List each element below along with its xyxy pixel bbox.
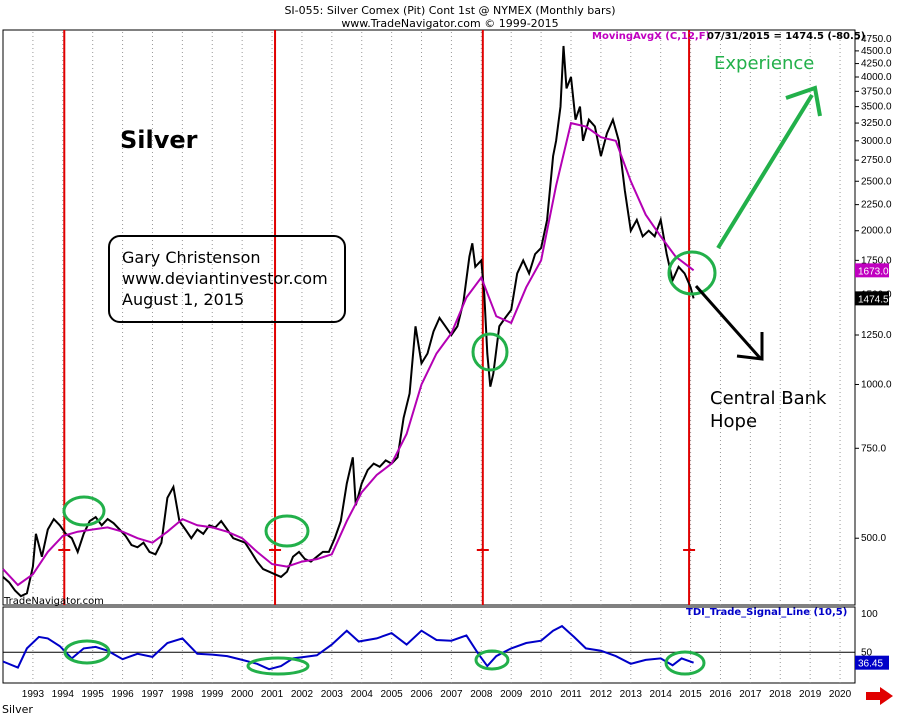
- highlight-circle: [664, 650, 706, 676]
- price-tick-label: 1250.0: [861, 330, 892, 341]
- price-tick-label: 2250.0: [861, 200, 892, 211]
- indicator-badge-label: 36.45: [858, 659, 883, 670]
- credit-box: Gary Christenson www.deviantinvestor.com…: [108, 235, 346, 323]
- indicator-tick-label: 100: [861, 609, 878, 620]
- chart-subtitle: www.TradeNavigator.com © 1999-2015: [341, 17, 559, 30]
- chart-title: SI-055: Silver Comex (Pit) Cont 1st @ NY…: [284, 4, 616, 17]
- credit-date: August 1, 2015: [122, 290, 245, 309]
- price-tick-label: 1750.0: [861, 255, 892, 266]
- cycle-lines: [58, 30, 696, 605]
- price-tick-label: 2000.0: [861, 226, 892, 237]
- highlight-circle: [264, 514, 310, 548]
- indicator-badge: [855, 655, 889, 670]
- year-tick-label: 1995: [82, 689, 105, 700]
- central-bank-line2: Hope: [710, 411, 758, 432]
- last-value-label: 07/31/2015 = 1474.5 (-80.5): [707, 31, 866, 42]
- price-badge: [855, 291, 889, 306]
- price-tick-label: 4250.0: [861, 59, 892, 70]
- price-tick-label: 3500.0: [861, 102, 892, 113]
- experience-label: Experience: [714, 53, 815, 74]
- year-tick-label: 1993: [22, 689, 45, 700]
- price-tick-label: 3000.0: [861, 136, 892, 147]
- year-tick-label: 1994: [52, 689, 75, 700]
- credit-name: Gary Christenson: [122, 248, 261, 267]
- year-tick-label: 2015: [679, 689, 702, 700]
- series-lines: [2, 45, 695, 598]
- year-tick-label: 2012: [590, 689, 613, 700]
- year-tick-label: 2018: [769, 689, 792, 700]
- price-tick-label: 2750.0: [861, 155, 892, 166]
- big-title: Silver: [120, 126, 198, 154]
- year-tick-label: 2002: [291, 689, 314, 700]
- year-tick-label: 2006: [410, 689, 433, 700]
- year-axis: 1993 1994 1995 1996 1997 1998 1999 2000 2001 2002…: [22, 689, 852, 700]
- experience-arrowhead: [785, 85, 822, 117]
- year-tick-label: 2017: [739, 689, 762, 700]
- price-tick-label: 500.0: [861, 533, 886, 544]
- year-tick-label: 2009: [500, 689, 523, 700]
- price-tick-label: 2500.0: [861, 176, 892, 187]
- year-tick-label: 1998: [171, 689, 194, 700]
- price-badge: [855, 263, 889, 278]
- year-tick-label: 1996: [111, 689, 134, 700]
- year-tick-label: 2005: [381, 689, 404, 700]
- central-bank-arrow: [694, 285, 762, 359]
- year-tick-label: 1999: [201, 689, 224, 700]
- highlight-circle: [63, 639, 111, 665]
- year-tick-label: 2001: [261, 689, 284, 700]
- year-tick-label: 2016: [709, 689, 732, 700]
- highlight-circle: [246, 656, 310, 676]
- year-tick-label: 2019: [799, 689, 822, 700]
- indicator-line: [2, 624, 694, 671]
- ma-label: MovingAvgX (C,12,F): [592, 31, 711, 42]
- highlight-circle: [471, 332, 509, 372]
- credit-site: www.deviantinvestor.com: [122, 269, 328, 288]
- price-tick-label: 1000.0: [861, 379, 892, 390]
- annotation-shapes: [62, 85, 893, 705]
- central-bank-arrowhead: [736, 332, 764, 361]
- price-tick-label: 3750.0: [861, 86, 892, 97]
- year-tick-label: 2004: [351, 689, 374, 700]
- price-axis: 500.0750.01000.01250.01500.01750.02000.0…: [855, 34, 892, 544]
- year-tick-label: 2003: [321, 689, 344, 700]
- year-tick-label: 2013: [620, 689, 643, 700]
- year-tick-label: 2000: [231, 689, 254, 700]
- indicator-tick-label: 50: [861, 647, 873, 658]
- price-badge-label: 1673.0: [858, 266, 889, 277]
- main-frame: [2, 29, 856, 606]
- price-tick-label: 4500.0: [861, 46, 892, 57]
- year-tick-label: 2008: [470, 689, 493, 700]
- price-badge-label: 1474.5: [858, 294, 889, 305]
- year-tick-label: 2014: [650, 689, 673, 700]
- symbol-label: Silver: [2, 703, 33, 716]
- price-tick-label: 4750.0: [861, 34, 892, 45]
- year-tick-label: 2007: [440, 689, 463, 700]
- highlight-circle: [474, 649, 510, 671]
- central-bank-line1: Central Bank: [710, 388, 827, 409]
- price-tick-label: 3250.0: [861, 118, 892, 129]
- highlight-circle: [62, 495, 106, 527]
- indicator-title: TDI_Trade_Signal_Line (10,5): [686, 607, 848, 618]
- central-bank-label: Central Bank Hope: [710, 387, 826, 433]
- price-tick-label: 4000.0: [861, 72, 892, 83]
- highlight-circle: [667, 250, 717, 296]
- price-tick-label: 750.0: [861, 443, 886, 454]
- indicator-panel: 50 100 36.45: [2, 609, 889, 671]
- year-tick-label: 2020: [829, 689, 852, 700]
- year-tick-label: 1997: [141, 689, 164, 700]
- scroll-right-icon: [866, 687, 893, 705]
- watermark: TradeNavigator.com: [4, 596, 104, 607]
- experience-arrow: [716, 93, 814, 250]
- year-tick-label: 2011: [560, 689, 582, 700]
- indicator-frame: [2, 606, 856, 684]
- year-tick-label: 2010: [530, 689, 553, 700]
- moving-average-line: [2, 121, 695, 587]
